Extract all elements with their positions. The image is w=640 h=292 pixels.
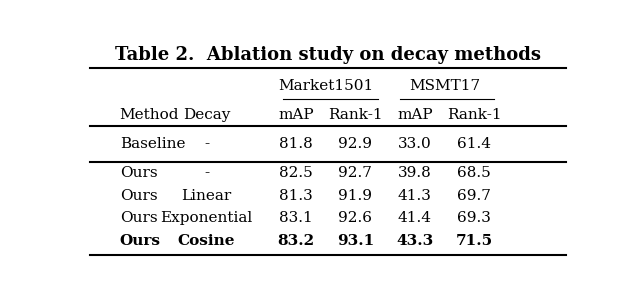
Text: Ours: Ours bbox=[120, 166, 157, 180]
Text: 92.9: 92.9 bbox=[339, 137, 372, 151]
Text: 92.7: 92.7 bbox=[339, 166, 372, 180]
Text: 82.5: 82.5 bbox=[279, 166, 312, 180]
Text: Baseline: Baseline bbox=[120, 137, 185, 151]
Text: Method: Method bbox=[120, 108, 179, 122]
Text: Rank-1: Rank-1 bbox=[328, 108, 383, 122]
Text: Ours: Ours bbox=[120, 211, 157, 225]
Text: 41.3: 41.3 bbox=[398, 189, 432, 203]
Text: 33.0: 33.0 bbox=[398, 137, 431, 151]
Text: 69.7: 69.7 bbox=[458, 189, 492, 203]
Text: 71.5: 71.5 bbox=[456, 234, 493, 248]
Text: Market1501: Market1501 bbox=[278, 79, 373, 93]
Text: Decay: Decay bbox=[183, 108, 230, 122]
Text: 91.9: 91.9 bbox=[339, 189, 372, 203]
Text: Ours: Ours bbox=[120, 234, 161, 248]
Text: 68.5: 68.5 bbox=[458, 166, 491, 180]
Text: Rank-1: Rank-1 bbox=[447, 108, 502, 122]
Text: 83.1: 83.1 bbox=[279, 211, 312, 225]
Text: Cosine: Cosine bbox=[178, 234, 236, 248]
Text: 81.3: 81.3 bbox=[279, 189, 312, 203]
Text: Exponential: Exponential bbox=[161, 211, 253, 225]
Text: 83.2: 83.2 bbox=[277, 234, 314, 248]
Text: Table 2.  Ablation study on decay methods: Table 2. Ablation study on decay methods bbox=[115, 46, 541, 64]
Text: 93.1: 93.1 bbox=[337, 234, 374, 248]
Text: -: - bbox=[204, 166, 209, 180]
Text: 92.6: 92.6 bbox=[339, 211, 372, 225]
Text: 61.4: 61.4 bbox=[458, 137, 492, 151]
Text: mAP: mAP bbox=[397, 108, 433, 122]
Text: 81.8: 81.8 bbox=[279, 137, 312, 151]
Text: mAP: mAP bbox=[278, 108, 314, 122]
Text: 69.3: 69.3 bbox=[458, 211, 492, 225]
Text: 41.4: 41.4 bbox=[398, 211, 432, 225]
Text: 43.3: 43.3 bbox=[396, 234, 433, 248]
Text: -: - bbox=[204, 137, 209, 151]
Text: MSMT17: MSMT17 bbox=[409, 79, 480, 93]
Text: Ours: Ours bbox=[120, 189, 157, 203]
Text: 39.8: 39.8 bbox=[398, 166, 431, 180]
Text: Linear: Linear bbox=[181, 189, 232, 203]
